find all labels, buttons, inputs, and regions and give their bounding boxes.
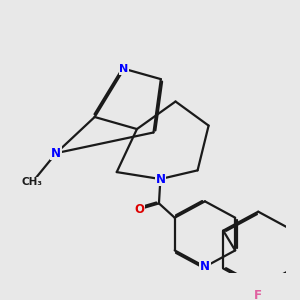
Text: O: O — [134, 202, 145, 216]
Text: N: N — [51, 147, 61, 160]
Text: N: N — [155, 172, 165, 186]
Text: N: N — [200, 260, 210, 273]
Text: CH₃: CH₃ — [22, 177, 43, 188]
Text: F: F — [254, 289, 262, 300]
Text: N: N — [119, 64, 129, 74]
